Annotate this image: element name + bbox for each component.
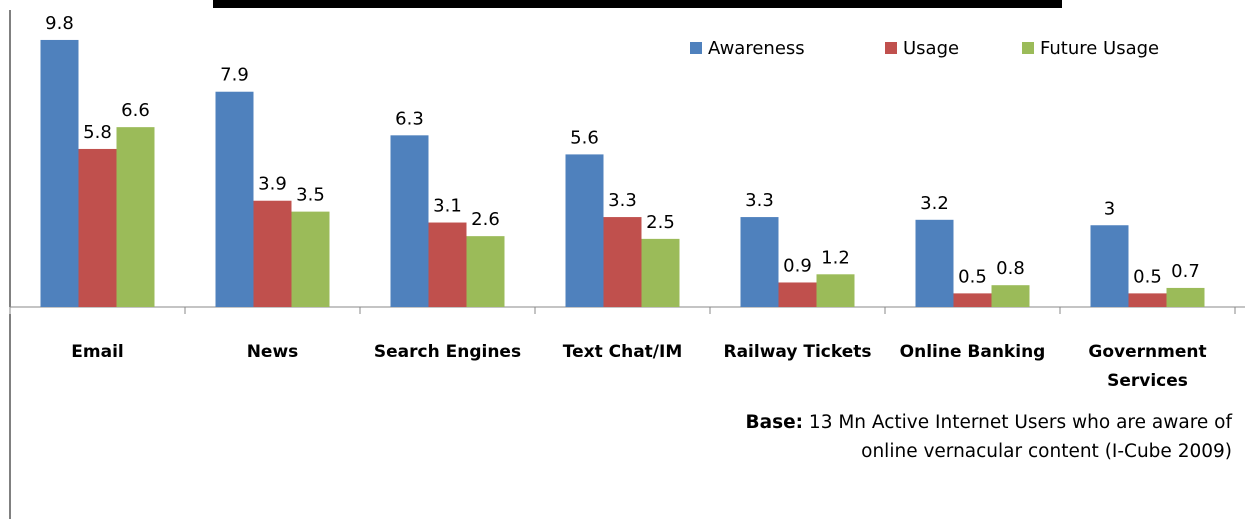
value-label: 0.9 bbox=[783, 255, 812, 276]
footnote: Base: 13 Mn Active Internet Users who ar… bbox=[745, 408, 1232, 466]
x-tick-label: Online Banking bbox=[899, 342, 1046, 362]
value-label: 3.9 bbox=[258, 174, 287, 195]
bar bbox=[603, 217, 642, 307]
bar bbox=[40, 39, 79, 307]
bar bbox=[78, 148, 117, 307]
bar bbox=[816, 274, 855, 307]
bar bbox=[1128, 293, 1167, 307]
legend-swatch bbox=[885, 42, 897, 54]
bar bbox=[253, 200, 292, 307]
value-label: 3 bbox=[1104, 198, 1115, 219]
value-label: 1.2 bbox=[821, 247, 850, 268]
value-label: 2.5 bbox=[646, 212, 675, 233]
value-label: 0.5 bbox=[958, 266, 987, 287]
value-label: 3.5 bbox=[296, 185, 325, 206]
bar bbox=[466, 236, 505, 307]
x-tick-label: Email bbox=[71, 342, 124, 362]
value-label: 0.7 bbox=[1171, 261, 1200, 282]
x-tick-label: Text Chat/IM bbox=[562, 342, 683, 362]
value-label: 9.8 bbox=[45, 13, 74, 34]
legend-label: Usage bbox=[903, 38, 959, 59]
bar bbox=[991, 285, 1030, 307]
bar bbox=[915, 219, 954, 307]
value-label: 5.8 bbox=[83, 122, 112, 143]
footnote-line: 13 Mn Active Internet Users who are awar… bbox=[808, 412, 1232, 433]
value-label: 6.6 bbox=[121, 100, 150, 121]
x-tick-label: Railway Tickets bbox=[723, 342, 872, 362]
bar bbox=[740, 217, 779, 307]
bar bbox=[291, 211, 330, 307]
x-tick-label: Search Engines bbox=[373, 342, 522, 362]
bar bbox=[428, 222, 467, 307]
bar bbox=[116, 127, 155, 308]
title-bar bbox=[213, 0, 1062, 8]
bar bbox=[641, 238, 680, 307]
value-label: 0.5 bbox=[1133, 266, 1162, 287]
value-label: 5.6 bbox=[570, 127, 599, 148]
footnote-line: online vernacular content (I-Cube 2009) bbox=[861, 441, 1232, 462]
value-label: 2.6 bbox=[471, 209, 500, 230]
legend-label: Future Usage bbox=[1040, 38, 1159, 59]
bar bbox=[953, 293, 992, 307]
bar bbox=[1090, 225, 1129, 307]
bar bbox=[390, 135, 429, 307]
footnote-label: Base: bbox=[745, 412, 804, 433]
value-label: 6.3 bbox=[395, 108, 424, 129]
bar bbox=[778, 282, 817, 307]
x-tick-label: Government Services bbox=[1088, 342, 1207, 391]
value-label: 3.1 bbox=[433, 196, 462, 217]
legend-label: Awareness bbox=[708, 38, 805, 59]
bar bbox=[215, 91, 254, 307]
value-label: 3.3 bbox=[745, 190, 774, 211]
bar bbox=[1166, 287, 1205, 307]
bar bbox=[565, 154, 604, 307]
value-label: 0.8 bbox=[996, 258, 1025, 279]
value-label: 7.9 bbox=[220, 65, 249, 86]
x-tick-label: News bbox=[246, 342, 299, 362]
value-label: 3.3 bbox=[608, 190, 637, 211]
legend-swatch bbox=[690, 42, 702, 54]
value-label: 3.2 bbox=[920, 193, 949, 214]
legend-swatch bbox=[1022, 42, 1034, 54]
